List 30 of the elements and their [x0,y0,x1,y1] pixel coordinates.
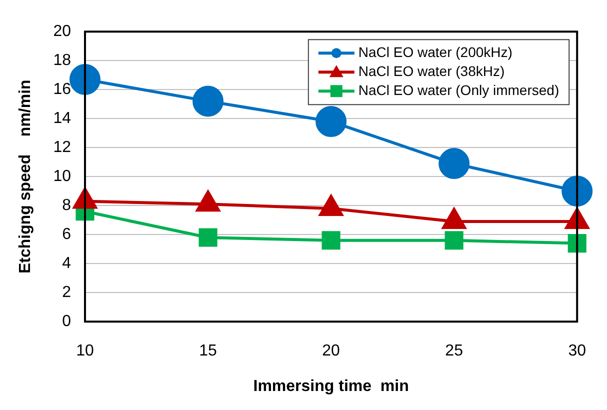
y-tick-label: 16 [53,81,72,98]
y-tick-label: 2 [62,284,72,302]
point [568,234,586,253]
point [322,231,340,250]
y-tick-label: 4 [62,255,72,272]
y-tick-label: 20 [53,23,72,40]
y-tick-label: 14 [53,110,72,128]
y-tick-label: 10 [53,168,72,186]
point [69,64,100,95]
legend-label: NaCl EO water (200kHz) [358,44,512,60]
y-tick-label: 6 [62,226,72,244]
point [438,148,470,180]
point [444,231,464,250]
point [562,176,593,207]
y-tick-label: 18 [53,52,72,70]
point [192,86,224,117]
y-tick-label: 8 [62,197,72,214]
x-tick-label: 25 [445,342,464,360]
legend-label: NaCl EO water (Only immersed) [358,82,560,98]
point [316,106,347,137]
x-tick-label: 10 [76,342,94,360]
x-tick-label: 20 [322,342,340,360]
y-tick-label: 0 [62,313,72,330]
legend-label: NaCl EO water (38kHz) [358,62,505,79]
y-axis-title: Etchigng speed nm/min [17,80,34,274]
point [198,228,218,247]
x-tick-label: 15 [199,342,218,360]
x-tick-label: 30 [568,342,586,360]
x-axis-title: Immersing time min [253,378,409,395]
y-tick-label: 12 [53,139,72,156]
